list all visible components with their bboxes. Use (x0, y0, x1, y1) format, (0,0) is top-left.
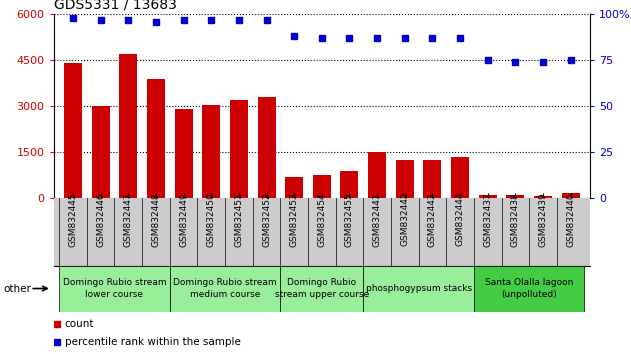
Text: GDS5331 / 13683: GDS5331 / 13683 (54, 0, 177, 12)
Bar (147, 79, 165, 198)
Bar (479, 195, 497, 198)
Bar (506, 195, 524, 198)
Text: Domingo Rubio stream
medium course: Domingo Rubio stream medium course (174, 279, 277, 298)
Bar (423, 160, 441, 198)
Bar (562, 193, 580, 198)
Bar (175, 109, 192, 198)
Text: other: other (3, 284, 31, 293)
FancyBboxPatch shape (474, 266, 584, 312)
Bar (203, 105, 220, 198)
Bar (285, 177, 303, 198)
Text: percentile rank within the sample: percentile rank within the sample (65, 337, 240, 347)
Bar (64, 63, 82, 198)
Text: Domingo Rubio
stream upper course: Domingo Rubio stream upper course (274, 279, 369, 298)
Bar (91, 106, 110, 198)
Bar (368, 152, 386, 198)
Bar (451, 157, 469, 198)
Text: count: count (65, 319, 94, 329)
Text: Santa Olalla lagoon
(unpolluted): Santa Olalla lagoon (unpolluted) (485, 279, 574, 298)
Text: phosphogypsum stacks: phosphogypsum stacks (365, 284, 471, 293)
FancyBboxPatch shape (59, 266, 170, 312)
FancyBboxPatch shape (280, 266, 363, 312)
Bar (534, 196, 552, 198)
Bar (313, 175, 331, 198)
Bar (257, 97, 276, 198)
Bar (230, 100, 248, 198)
FancyBboxPatch shape (170, 266, 280, 312)
FancyBboxPatch shape (363, 266, 474, 312)
Text: Domingo Rubio stream
lower course: Domingo Rubio stream lower course (62, 279, 167, 298)
Bar (119, 54, 138, 198)
Bar (396, 160, 414, 198)
Bar (341, 171, 358, 198)
